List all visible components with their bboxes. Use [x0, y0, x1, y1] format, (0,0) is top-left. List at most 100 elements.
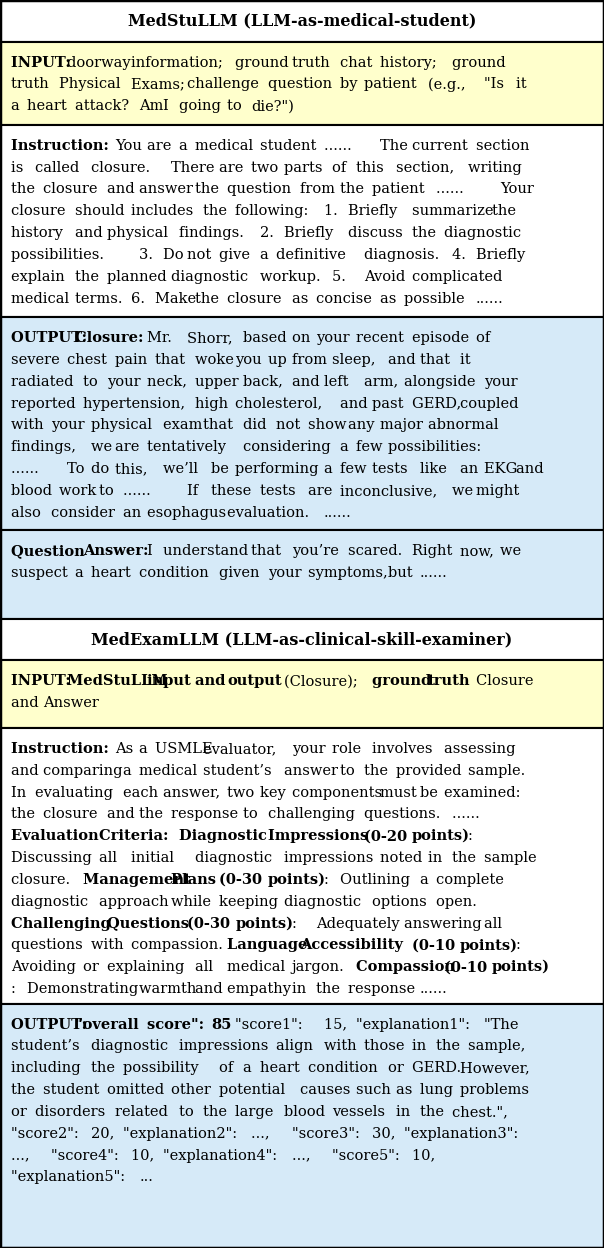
Text: the: the — [204, 205, 232, 218]
Text: with: with — [324, 1040, 361, 1053]
Text: evaluation.: evaluation. — [228, 505, 314, 520]
Text: considering: considering — [243, 441, 336, 454]
Text: we’ll: we’ll — [163, 462, 203, 477]
Text: truth: truth — [292, 55, 334, 70]
Text: Diagnostic: Diagnostic — [179, 829, 272, 844]
Text: back,: back, — [243, 374, 288, 389]
Text: points): points) — [412, 829, 470, 844]
Text: I: I — [147, 544, 158, 558]
Text: ...,: ..., — [292, 1148, 315, 1163]
Text: explaining: explaining — [107, 960, 189, 975]
Text: Right: Right — [412, 544, 457, 558]
Text: left: left — [324, 374, 353, 389]
Text: pain: pain — [115, 353, 152, 367]
Text: a: a — [339, 441, 353, 454]
Text: There: There — [172, 161, 219, 175]
Text: potential: potential — [219, 1083, 290, 1097]
Text: abnormal: abnormal — [428, 418, 503, 433]
Text: ...,: ..., — [251, 1127, 275, 1141]
Text: Demonstrating: Demonstrating — [27, 982, 143, 996]
Text: the: the — [91, 1061, 120, 1076]
Text: score":: score": — [147, 1017, 210, 1032]
Text: ground: ground — [452, 55, 510, 70]
Text: Do: Do — [163, 248, 188, 262]
Text: following:: following: — [236, 205, 313, 218]
Text: Make: Make — [155, 292, 201, 306]
Text: are: are — [219, 161, 248, 175]
Text: questions: questions — [11, 938, 87, 952]
Text: includes: includes — [131, 205, 198, 218]
Text: this,: this, — [115, 462, 152, 477]
FancyBboxPatch shape — [0, 0, 604, 41]
Text: a: a — [75, 567, 88, 580]
Text: response: response — [172, 807, 243, 821]
Text: a: a — [243, 1061, 257, 1076]
Text: role: role — [332, 741, 365, 756]
Text: "score1":: "score1": — [236, 1017, 307, 1032]
Text: to: to — [99, 484, 118, 498]
Text: and: and — [107, 807, 140, 821]
Text: sample,: sample, — [468, 1040, 530, 1053]
Text: condition: condition — [139, 567, 214, 580]
Text: patient: patient — [364, 77, 421, 91]
Text: past: past — [372, 397, 408, 411]
Text: ......: ...... — [324, 505, 352, 520]
Text: 1.: 1. — [324, 205, 342, 218]
Text: and: and — [107, 182, 140, 196]
Text: diagnostic: diagnostic — [444, 226, 525, 240]
Text: your: your — [316, 331, 354, 346]
Text: the: the — [75, 270, 104, 283]
Text: understand: understand — [163, 544, 253, 558]
Text: possibilities.: possibilities. — [11, 248, 109, 262]
Text: EKG: EKG — [484, 462, 522, 477]
Text: Management: Management — [83, 872, 196, 887]
Text: medical: medical — [139, 764, 202, 778]
Text: I: I — [163, 99, 173, 114]
Text: die?"): die?") — [251, 99, 294, 114]
Text: answer: answer — [139, 182, 198, 196]
Text: that: that — [204, 418, 238, 433]
Text: As: As — [115, 741, 138, 756]
Text: related: related — [115, 1104, 173, 1119]
Text: is: is — [11, 161, 28, 175]
Text: truth: truth — [428, 674, 471, 689]
Text: in: in — [428, 851, 447, 865]
Text: possible: possible — [404, 292, 469, 306]
Text: cholesterol,: cholesterol, — [236, 397, 327, 411]
Text: :: : — [292, 916, 301, 931]
Text: upper: upper — [195, 374, 243, 389]
Text: including: including — [11, 1061, 85, 1076]
Text: findings,: findings, — [11, 441, 80, 454]
Text: approach: approach — [99, 895, 173, 909]
Text: student’s: student’s — [11, 1040, 84, 1053]
Text: inconclusive,: inconclusive, — [339, 484, 442, 498]
Text: or: or — [388, 1061, 408, 1076]
Text: key: key — [260, 785, 290, 800]
Text: by: by — [339, 77, 362, 91]
Text: (0-30: (0-30 — [219, 872, 268, 887]
Text: ......: ...... — [452, 807, 484, 821]
Text: now,: now, — [460, 544, 498, 558]
Text: 2.: 2. — [260, 226, 278, 240]
Text: and: and — [195, 674, 231, 689]
Text: 30,: 30, — [372, 1127, 400, 1141]
Text: medical: medical — [228, 960, 290, 975]
Text: response: response — [348, 982, 420, 996]
Text: and: and — [11, 764, 43, 778]
Text: keeping: keeping — [219, 895, 283, 909]
Text: should: should — [75, 205, 129, 218]
Text: diagnostic: diagnostic — [195, 851, 277, 865]
Text: arm,: arm, — [364, 374, 403, 389]
Text: you: you — [236, 353, 267, 367]
Text: suspect: suspect — [11, 567, 72, 580]
Text: of: of — [219, 1061, 239, 1076]
Text: (0-30: (0-30 — [187, 916, 236, 931]
Text: Outlining: Outlining — [339, 872, 414, 887]
Text: and: and — [292, 374, 324, 389]
Text: warmth: warmth — [139, 982, 201, 996]
Text: to: to — [228, 99, 247, 114]
Text: 10,: 10, — [412, 1148, 440, 1163]
Text: the: the — [204, 1104, 232, 1119]
Text: or: or — [11, 1104, 31, 1119]
Text: called: called — [35, 161, 84, 175]
